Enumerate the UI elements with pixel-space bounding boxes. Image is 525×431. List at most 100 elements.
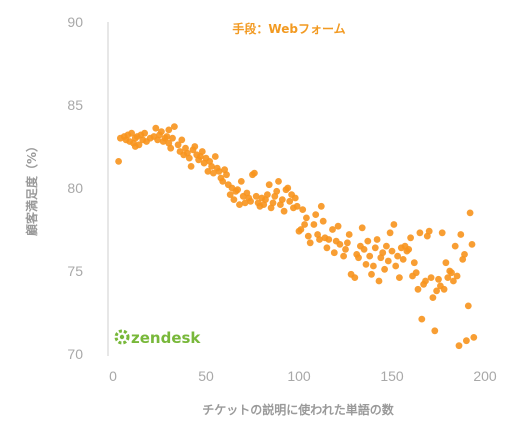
data-point bbox=[399, 256, 407, 263]
data-point bbox=[252, 192, 260, 200]
data-point bbox=[219, 178, 227, 185]
data-point bbox=[416, 229, 424, 237]
data-point bbox=[342, 246, 349, 253]
data-point bbox=[325, 236, 333, 243]
data-point bbox=[230, 196, 238, 204]
data-point bbox=[310, 221, 318, 228]
data-point bbox=[185, 154, 193, 162]
data-point bbox=[470, 334, 478, 341]
y-tick-label: 80 bbox=[67, 180, 83, 196]
data-point bbox=[273, 187, 281, 195]
data-point bbox=[297, 226, 305, 233]
x-tick-label: 0 bbox=[109, 368, 117, 384]
data-point bbox=[383, 242, 390, 250]
data-point bbox=[215, 168, 223, 175]
data-point bbox=[174, 141, 182, 149]
data-point bbox=[351, 274, 359, 281]
data-point bbox=[169, 134, 176, 142]
chart-title: 手段：Webフォーム bbox=[232, 21, 345, 36]
data-point bbox=[386, 229, 394, 237]
data-point bbox=[431, 327, 439, 335]
data-point bbox=[336, 241, 344, 248]
data-point bbox=[405, 246, 413, 253]
data-point bbox=[392, 262, 400, 270]
data-point bbox=[355, 254, 362, 262]
data-point bbox=[265, 181, 273, 189]
data-point bbox=[303, 214, 310, 222]
data-point bbox=[344, 239, 351, 247]
data-point bbox=[438, 229, 446, 237]
data-point bbox=[330, 249, 338, 257]
data-point bbox=[407, 234, 414, 242]
data-point bbox=[375, 277, 383, 285]
data-point bbox=[264, 191, 271, 199]
data-point bbox=[364, 237, 372, 245]
data-point bbox=[444, 274, 452, 281]
data-point bbox=[422, 277, 429, 285]
data-point bbox=[204, 168, 212, 175]
data-point bbox=[379, 249, 387, 257]
data-point bbox=[304, 232, 312, 240]
data-point bbox=[317, 202, 325, 210]
data-point bbox=[381, 265, 388, 273]
data-point bbox=[457, 231, 465, 238]
y-tick-label: 75 bbox=[67, 263, 83, 279]
data-point bbox=[429, 294, 437, 301]
data-point bbox=[211, 153, 219, 160]
data-point bbox=[463, 337, 470, 345]
data-point bbox=[345, 231, 353, 238]
y-tick-label: 85 bbox=[67, 97, 83, 113]
data-point bbox=[440, 285, 448, 293]
data-point bbox=[251, 169, 258, 177]
data-point bbox=[278, 196, 286, 204]
data-point bbox=[455, 342, 463, 350]
data-point bbox=[464, 302, 472, 310]
data-point bbox=[468, 241, 476, 248]
data-point bbox=[323, 244, 331, 252]
y-tick-label: 70 bbox=[67, 346, 83, 362]
y-axis-label: 顧客満足度（%） bbox=[24, 140, 39, 236]
data-point bbox=[427, 274, 435, 281]
data-point bbox=[223, 171, 230, 179]
data-point bbox=[358, 224, 366, 232]
data-point bbox=[370, 262, 377, 270]
data-point bbox=[410, 259, 418, 267]
zendesk-logo: zendesk bbox=[114, 329, 201, 347]
data-point bbox=[115, 158, 122, 165]
data-point bbox=[448, 269, 455, 277]
data-point bbox=[466, 209, 474, 217]
data-point bbox=[178, 136, 186, 144]
data-point bbox=[191, 143, 199, 150]
data-point bbox=[301, 221, 308, 228]
data-point bbox=[451, 242, 459, 250]
data-point bbox=[418, 315, 426, 323]
data-point bbox=[435, 275, 442, 283]
x-tick-label: 100 bbox=[287, 368, 311, 384]
data-point bbox=[167, 144, 175, 152]
data-point bbox=[329, 226, 336, 233]
x-ticks: 0 50 100 150 200 bbox=[109, 368, 497, 384]
zendesk-mark-icon bbox=[114, 329, 130, 345]
data-point bbox=[384, 257, 392, 265]
data-point bbox=[293, 202, 301, 210]
data-point bbox=[284, 184, 292, 192]
data-point bbox=[141, 129, 149, 137]
data-point bbox=[165, 126, 173, 134]
data-point bbox=[247, 197, 255, 205]
data-point bbox=[390, 221, 398, 228]
data-point bbox=[234, 186, 242, 194]
data-point bbox=[453, 272, 461, 280]
data-point bbox=[394, 252, 401, 260]
data-point bbox=[226, 191, 234, 199]
data-point bbox=[450, 277, 457, 285]
x-tick-label: 150 bbox=[380, 368, 404, 384]
data-point bbox=[299, 206, 307, 214]
data-point bbox=[171, 123, 178, 130]
data-point bbox=[388, 247, 396, 255]
zendesk-wordmark: zendesk bbox=[131, 329, 201, 347]
data-point bbox=[362, 261, 370, 268]
data-point bbox=[236, 201, 243, 209]
x-tick-label: 50 bbox=[198, 368, 214, 384]
